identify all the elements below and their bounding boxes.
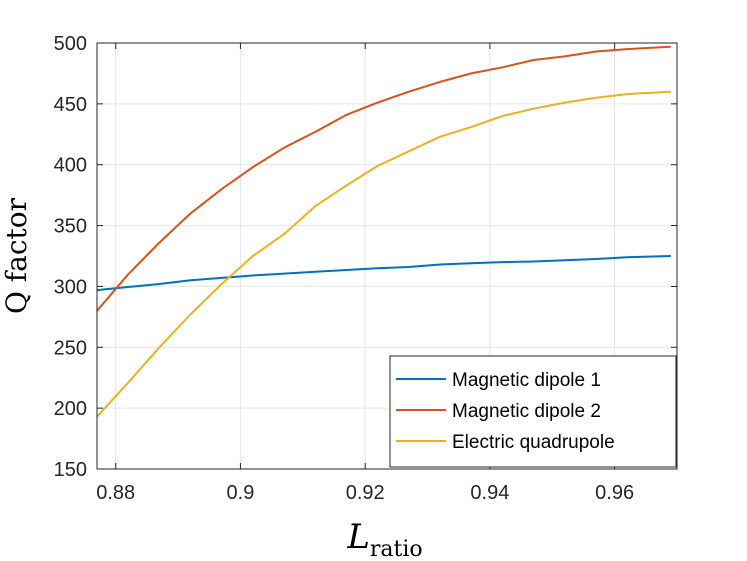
legend: Magnetic dipole 1 Magnetic dipole 2 Electr… <box>389 355 677 468</box>
series-line-1 <box>96 255 671 292</box>
series-line-3 <box>96 90 671 418</box>
y-tick-label: 400 <box>54 155 87 177</box>
y-tick-label: 150 <box>54 459 87 481</box>
y-tick-label: 500 <box>54 33 87 55</box>
y-tick-label: 300 <box>54 276 87 298</box>
y-tick-label: 350 <box>54 216 87 238</box>
legend-label-3: Electric quadrupole <box>452 432 615 453</box>
series-lines <box>96 45 671 418</box>
x-tick-label: 0.88 <box>96 482 135 504</box>
x-tick-label: 0.94 <box>470 482 509 504</box>
y-tick-label: 250 <box>54 337 87 359</box>
x-tick-label: 0.96 <box>595 482 634 504</box>
legend-label-2: Magnetic dipole 2 <box>452 401 601 422</box>
y-axis-label: Q factor <box>0 197 33 314</box>
y-tick-label: 200 <box>54 398 87 420</box>
y-tick-label: 450 <box>54 94 87 116</box>
x-axis-label-subscript: ratio <box>370 537 423 561</box>
x-tick-label: 0.92 <box>346 482 385 504</box>
tick-labels: 0.88 0.9 0.92 0.94 0.96 150 200 250 300 350 400 450… <box>54 33 634 504</box>
x-axis-label: Lratio <box>346 517 422 561</box>
x-axis-label-main: L <box>346 517 370 557</box>
x-tick-label: 0.9 <box>227 482 255 504</box>
legend-box <box>389 355 677 468</box>
series-line-2 <box>96 45 671 312</box>
axes-box <box>96 42 678 470</box>
legend-label-1: Magnetic dipole 1 <box>452 370 601 391</box>
